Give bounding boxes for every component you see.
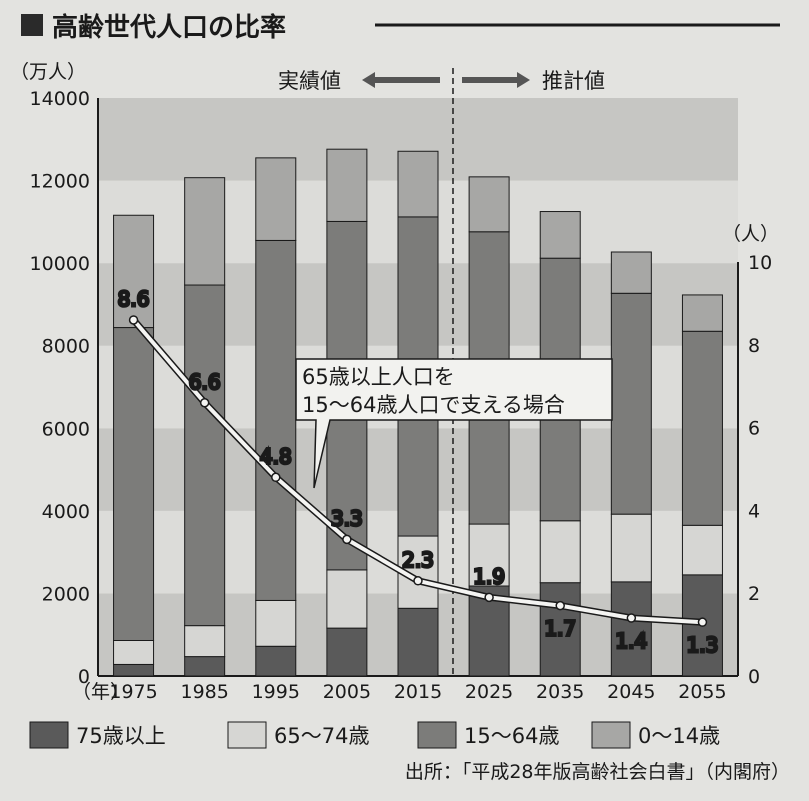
bar-segment [255, 157, 297, 241]
bar-segment [113, 663, 155, 677]
ratio-data-label: 1.7 [544, 617, 576, 641]
bar-segment [326, 569, 368, 629]
x-tick-label: 2015 [394, 681, 442, 703]
ratio-data-label: 2.3 [402, 548, 434, 572]
bar-segment [113, 327, 155, 641]
bar-segment [681, 524, 723, 576]
callout-line-2: 15～64歳人口で支える場合 [302, 393, 565, 417]
legend-label: 0～14歳 [638, 724, 720, 748]
bar-segment [468, 176, 510, 233]
bar-segment [610, 251, 652, 294]
bar-segment [397, 150, 439, 218]
ratio-data-label: 1.3 [687, 633, 719, 657]
left-axis-unit: （万人） [10, 61, 86, 83]
legend-swatch [591, 721, 631, 749]
bar-segment [255, 239, 297, 601]
ratio-point [199, 398, 210, 408]
ratio-point [697, 617, 708, 627]
source-note: 出所：「平成28年版高齢社会白書」（内閣府） [405, 761, 790, 783]
bar-segment [539, 520, 581, 584]
right-tick-labels: 0 2 4 6 8 10 [748, 252, 772, 688]
ratio-data-label: 6.6 [189, 370, 221, 394]
ratio-point [626, 613, 637, 623]
ratio-point [342, 534, 352, 545]
left-tick-label: 0 [78, 666, 90, 688]
legend-label: 75歳以上 [76, 724, 166, 748]
legend-swatch [417, 721, 457, 749]
x-tick-label: 2045 [607, 681, 655, 703]
ratio-data-label: 4.8 [260, 444, 292, 468]
bar-segment [184, 177, 226, 286]
bar-segment [255, 599, 297, 647]
title-square-icon [21, 14, 43, 36]
left-tick-label: 12000 [30, 171, 90, 193]
legend-swatch [29, 721, 69, 749]
bar-segment [468, 523, 510, 587]
callout-line-1: 65歳以上人口を [302, 365, 455, 389]
right-tick-label: 0 [748, 666, 760, 688]
ratio-data-label: 1.9 [473, 564, 505, 588]
bar-segment [255, 645, 297, 677]
ratio-data-label: 3.3 [331, 506, 363, 530]
x-tick-labels: 1975 1985 1995 2005 2015 2025 2035 2045 2055 [109, 681, 726, 703]
bar-segment [610, 513, 652, 583]
legend: 75歳以上 65～74歳 15～64歳 0～14歳 [29, 721, 720, 749]
chart-title: 高齢世代人口の比率 [52, 12, 286, 43]
right-tick-label: 4 [748, 500, 760, 522]
right-tick-label: 10 [748, 252, 772, 274]
x-tick-label: 2005 [323, 681, 371, 703]
callout: 65歳以上人口を 15～64歳人口で支える場合 [295, 358, 613, 489]
left-tick-label: 6000 [42, 418, 90, 440]
bar-segment [681, 330, 723, 526]
ratio-point [484, 592, 494, 603]
bar-segment [610, 292, 652, 515]
x-tick-label: 1985 [180, 681, 228, 703]
right-tick-label: 6 [748, 418, 760, 440]
era-left-label: 実績値 [278, 69, 341, 93]
bar-segment [397, 607, 439, 677]
right-axis-unit: （人） [722, 223, 779, 245]
ratio-line: 8.6 6.6 4.8 3.3 2.3 1.9 1.7 1.4 1.3 [116, 285, 720, 658]
bar-segment [113, 639, 155, 665]
legend-swatch [227, 721, 267, 749]
left-tick-label: 8000 [42, 336, 90, 358]
bar-segment [184, 284, 226, 627]
left-tick-label: 14000 [30, 88, 90, 110]
left-tick-label: 4000 [42, 501, 90, 523]
x-tick-label: 2025 [465, 681, 513, 703]
arrow-right-icon [462, 72, 530, 88]
ratio-point [413, 576, 423, 586]
right-tick-label: 2 [748, 583, 760, 605]
x-tick-label: 1975 [109, 681, 157, 703]
ratio-point [128, 315, 139, 325]
arrow-left-icon [362, 72, 440, 88]
bar-segment [184, 656, 226, 677]
x-tick-label: 2035 [536, 681, 584, 703]
ratio-point [555, 600, 565, 611]
right-tick-label: 8 [748, 335, 760, 357]
legend-label: 15～64歳 [464, 724, 559, 748]
x-prefix-label: （年） [72, 681, 129, 703]
bar-segment [610, 581, 652, 677]
ratio-point [271, 472, 281, 483]
bar-segment [184, 625, 226, 658]
era-right-label: 推計値 [542, 69, 605, 93]
bar-segment [681, 294, 723, 332]
ratio-data-label: 1.4 [615, 629, 647, 653]
left-tick-labels: 0 2000 4000 6000 8000 10000 12000 14000 [30, 88, 90, 688]
left-tick-label: 10000 [30, 253, 90, 275]
bar-segment [113, 214, 155, 329]
x-tick-label: 1995 [252, 681, 300, 703]
callout-box [295, 358, 613, 489]
bar-segment [539, 211, 581, 259]
x-tick-label: 2055 [678, 681, 726, 703]
bar-segment [326, 148, 368, 222]
ratio-data-label: 8.6 [118, 287, 150, 311]
left-tick-label: 2000 [42, 583, 90, 605]
bar-segment [326, 627, 368, 677]
legend-label: 65～74歳 [274, 724, 369, 748]
